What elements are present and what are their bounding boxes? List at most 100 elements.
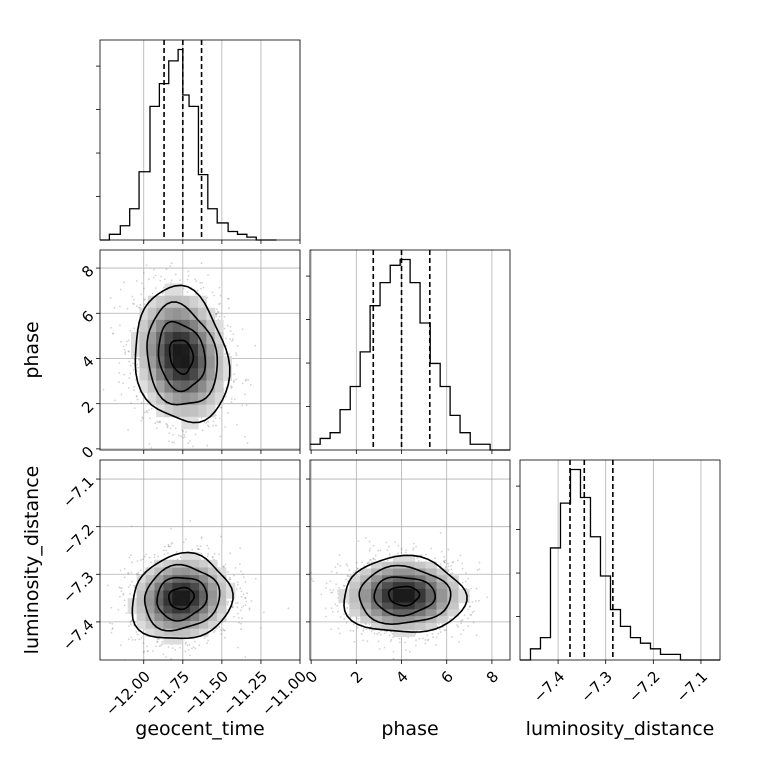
sample-point (167, 646, 170, 648)
density-cell (145, 598, 155, 607)
sample-point (170, 527, 172, 530)
density-cell (371, 609, 383, 617)
sample-point (462, 629, 465, 631)
density-cell (154, 590, 164, 599)
density-cell (163, 582, 173, 591)
density-cell (172, 575, 182, 584)
density-cell (189, 332, 199, 345)
density-cell (181, 575, 191, 584)
sample-point (412, 547, 415, 550)
sample-point (308, 613, 310, 615)
density-cell (208, 567, 218, 576)
y-tick-label: 6 (78, 307, 97, 326)
sample-point (332, 589, 335, 592)
sample-point (404, 649, 407, 652)
sample-point (128, 625, 130, 627)
density-cell (156, 344, 166, 357)
sample-point (330, 591, 332, 594)
sample-point (447, 562, 449, 565)
sample-point (148, 409, 150, 411)
sample-point (476, 569, 479, 572)
sample-point (329, 589, 331, 591)
sample-point (124, 351, 127, 354)
density-cell (403, 554, 416, 563)
y-tick-label: −7.2 (59, 520, 97, 558)
sample-point (237, 602, 239, 604)
density-cell (381, 622, 394, 631)
sample-point (140, 419, 143, 422)
sample-point (135, 280, 138, 282)
sample-point (114, 399, 116, 402)
sample-point (112, 332, 115, 335)
sample-point (199, 558, 202, 561)
sample-point (458, 609, 461, 611)
sample-point (242, 604, 245, 607)
sample-point (140, 293, 142, 296)
sample-point (187, 648, 190, 651)
sample-point (365, 628, 368, 631)
sample-point (226, 603, 229, 606)
sample-point (437, 623, 440, 626)
sample-point (330, 628, 333, 631)
sample-point (167, 544, 170, 546)
sample-point (355, 561, 358, 564)
density-cell (199, 628, 209, 637)
density-cell (156, 307, 166, 321)
sample-point (213, 294, 216, 297)
sample-point (215, 315, 218, 318)
density-cell (458, 588, 470, 597)
sample-point (163, 278, 166, 281)
sample-point (368, 549, 371, 552)
sample-point (171, 647, 174, 649)
sample-point (235, 378, 238, 381)
sample-point (194, 640, 197, 643)
sample-point (349, 616, 352, 619)
density-cell (172, 636, 182, 645)
density-cell (172, 598, 182, 607)
sample-point (131, 295, 134, 298)
sample-point (133, 298, 135, 301)
sample-point (118, 305, 121, 308)
sample-point (346, 574, 349, 577)
x-axis-title: luminosity_distance (526, 718, 715, 740)
density-cell (136, 598, 147, 607)
sample-point (331, 610, 334, 613)
sample-point (118, 586, 121, 589)
sample-point (224, 563, 227, 566)
sample-point (368, 559, 371, 561)
sample-point (169, 657, 172, 660)
density-cell (403, 616, 416, 624)
sample-point (148, 442, 151, 445)
joint-content (308, 531, 488, 660)
density-cell (145, 605, 155, 614)
sample-point (461, 581, 464, 584)
sample-point (241, 573, 244, 576)
sample-point (427, 638, 430, 641)
sample-point (437, 632, 440, 635)
sample-point (192, 646, 195, 649)
x-axis-title: geocent_time (135, 718, 264, 740)
sample-point (415, 545, 417, 548)
sample-point (475, 587, 478, 590)
sample-point (170, 542, 173, 545)
sample-point (133, 302, 135, 305)
density-cell (163, 590, 173, 599)
density-cell (392, 609, 405, 617)
sample-point (374, 558, 376, 561)
sample-point (357, 567, 359, 570)
density-cell (156, 368, 166, 381)
sample-point (175, 551, 178, 553)
sample-point (215, 424, 217, 427)
density-cell (216, 605, 227, 614)
density-cell (206, 319, 216, 333)
sample-point (448, 618, 451, 621)
sample-point (422, 637, 425, 640)
sample-point (237, 646, 239, 649)
sample-point (112, 332, 114, 335)
sample-point (200, 536, 203, 539)
sample-point (143, 287, 145, 290)
sample-point (254, 344, 257, 347)
sample-point (450, 568, 453, 571)
sample-point (416, 557, 419, 559)
sample-point (244, 379, 247, 382)
